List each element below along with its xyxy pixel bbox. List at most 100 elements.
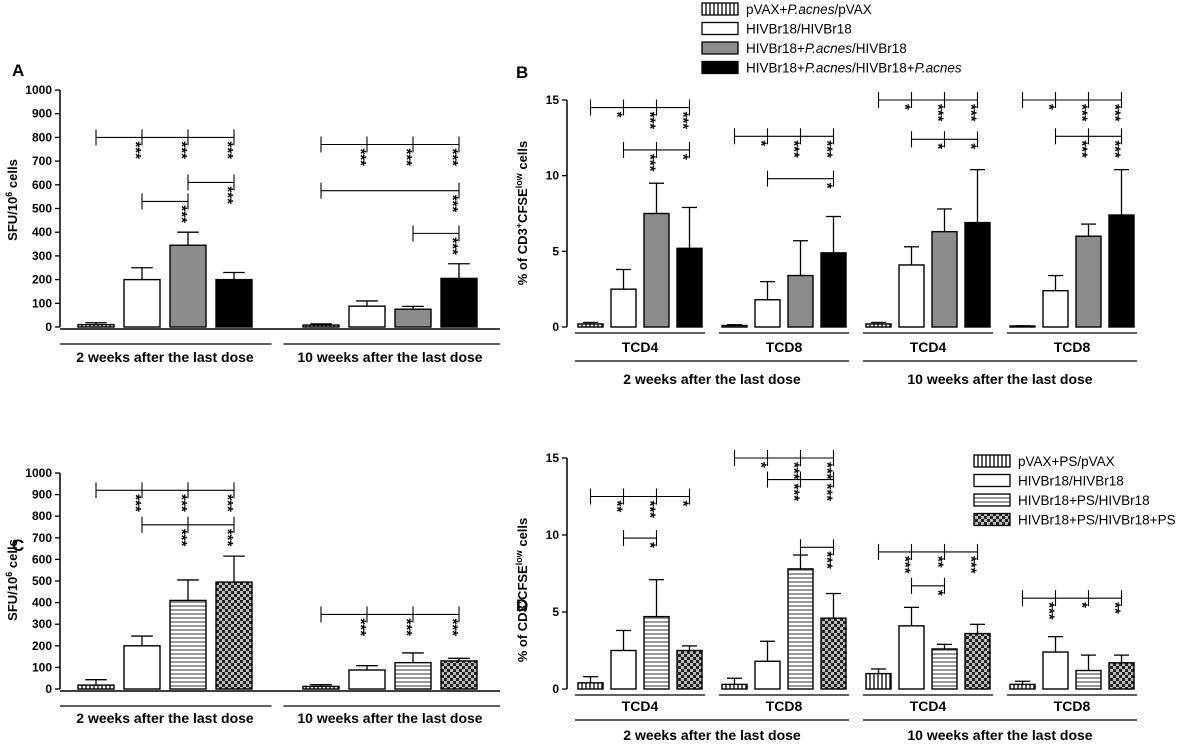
superscript: 6	[4, 192, 14, 197]
y-axis-title-rest: cells	[5, 539, 20, 572]
y-tick-label: 200	[32, 273, 52, 287]
significance-stars: ***	[930, 104, 947, 122]
significance-stars: *	[609, 112, 626, 118]
y-tick-label: 500	[32, 574, 52, 588]
significance-stars: ***	[444, 618, 461, 636]
y-axis-title-rest: cells	[515, 518, 530, 551]
y-tick-label: 10	[546, 528, 560, 542]
significance-stars: ***	[1074, 104, 1091, 122]
y-tick-label: 1000	[25, 466, 52, 480]
bar	[215, 581, 253, 690]
y-axis-title-rest: CFSE	[515, 565, 530, 600]
significance-stars: ***	[398, 618, 415, 636]
y-tick-label: 1000	[25, 83, 52, 97]
bar	[440, 660, 478, 690]
legend-label: HIVBr18+PS/HIVBr18	[1018, 493, 1150, 508]
bar	[643, 615, 670, 690]
legend-label: HIVBr18+P.acnes/HIVBr18	[746, 41, 907, 56]
bar	[169, 244, 207, 328]
legend-text: /pVAX	[834, 2, 871, 17]
significance-stars: ***	[219, 494, 236, 512]
y-tick-label: 15	[546, 451, 560, 465]
bar	[964, 632, 991, 690]
significance-stars: ***	[819, 484, 836, 502]
bar	[577, 323, 604, 328]
group-label: 2 weeks after the last dose	[76, 710, 254, 726]
bar	[215, 278, 253, 328]
bar	[820, 252, 847, 328]
y-tick-label: 15	[546, 93, 560, 107]
significance-stars: ***	[1107, 104, 1124, 122]
significance-stars: ***	[1107, 140, 1124, 158]
bar	[964, 221, 991, 328]
legend-swatch	[973, 512, 1011, 527]
subgroup-label: TCD8	[1054, 698, 1091, 714]
y-tick-label: 100	[32, 296, 52, 310]
significance-stars: ***	[819, 140, 836, 158]
legend-text: /HIVBr18	[852, 41, 907, 56]
subgroup-label: TCD8	[766, 698, 803, 714]
bar	[787, 568, 814, 690]
y-tick-label: 0	[552, 682, 559, 696]
supergroup-label: 2 weeks after the last dose	[623, 371, 801, 387]
significance-stars: ***	[963, 104, 980, 122]
y-tick-label: 0	[45, 320, 52, 334]
significance-stars: ***	[642, 154, 659, 172]
y-tick-label: 400	[32, 225, 52, 239]
bar	[169, 599, 207, 690]
panel-A: A SFU/106 cells 0 100 200 300 400 500 600 700 800 9…	[4, 61, 500, 365]
legend-text: HIVBr18+	[746, 61, 805, 76]
bar	[577, 682, 604, 690]
panel-B: B % of CD3+CFSElow cells 0 5 10 15 TCD4 TCD8 TCD…	[514, 63, 1137, 387]
supergroup-label: 10 weeks after the last dose	[907, 371, 1092, 387]
bar	[931, 648, 958, 690]
subgroup-label: TCD4	[622, 339, 659, 355]
y-tick-label: 900	[32, 488, 52, 502]
y-tick-label: 300	[32, 249, 52, 263]
legend-label: HIVBr18+P.acnes/HIVBr18+P.acnes	[746, 61, 962, 76]
bar	[643, 212, 670, 328]
legend-swatch	[973, 473, 1011, 488]
y-tick-label: 0	[552, 320, 559, 334]
legend-text: HIVBr18/HIVBr18	[746, 22, 852, 37]
legend-top: pVAX+P.acnes/pVAX HIVBr18/HIVBr18 HIVBr18+…	[701, 2, 962, 76]
group-label: 10 weeks after the last dose	[297, 349, 482, 365]
subgroup-label: TCD4	[622, 698, 659, 714]
significance-stars: **	[609, 501, 626, 513]
legend-label: HIVBr18/HIVBr18	[746, 22, 852, 37]
significance-stars: ***	[1074, 140, 1091, 158]
legend-bottom: pVAX+PS/pVAX HIVBr18/HIVBr18 HIVBr18+PS/HI…	[973, 454, 1176, 528]
legend-swatch	[701, 60, 739, 75]
significance-stars: ***	[786, 484, 803, 502]
legend-swatch	[973, 493, 1011, 507]
group-label: 2 weeks after the last dose	[76, 349, 254, 365]
bar	[348, 669, 386, 690]
significance-stars: ***	[444, 237, 461, 255]
supergroup-label: 2 weeks after the last dose	[623, 727, 801, 743]
bar	[865, 323, 892, 328]
significance-stars: *	[642, 542, 659, 548]
significance-stars: *	[753, 462, 770, 468]
significance-stars: ***	[897, 556, 914, 574]
bar	[123, 278, 161, 328]
legend-text: /HIVBr18+	[852, 61, 915, 76]
significance-stars: *	[897, 104, 914, 110]
y-tick-label: 100	[32, 660, 52, 674]
significance-stars: **	[930, 556, 947, 568]
significance-stars: *	[753, 140, 770, 146]
significance-stars: *	[1074, 602, 1091, 608]
significance-stars: *	[930, 143, 947, 149]
bar	[1042, 289, 1069, 328]
legend-text: HIVBr18/HIVBr18	[1018, 474, 1124, 489]
legend-label: pVAX+P.acnes/pVAX	[746, 2, 872, 17]
bar	[302, 685, 340, 690]
panel-label: D	[516, 596, 528, 615]
legend-swatch	[701, 21, 739, 36]
significance-stars: ***	[819, 551, 836, 569]
y-tick-label: 900	[32, 107, 52, 121]
y-tick-label: 300	[32, 617, 52, 631]
bar	[787, 274, 814, 328]
significance-stars: *	[930, 590, 947, 596]
y-tick-label: 10	[546, 169, 560, 183]
panel-D: D% of CD3+CFSElow cells 0 5 10 15 TCD4 TCD8 TCD…	[514, 450, 1137, 743]
